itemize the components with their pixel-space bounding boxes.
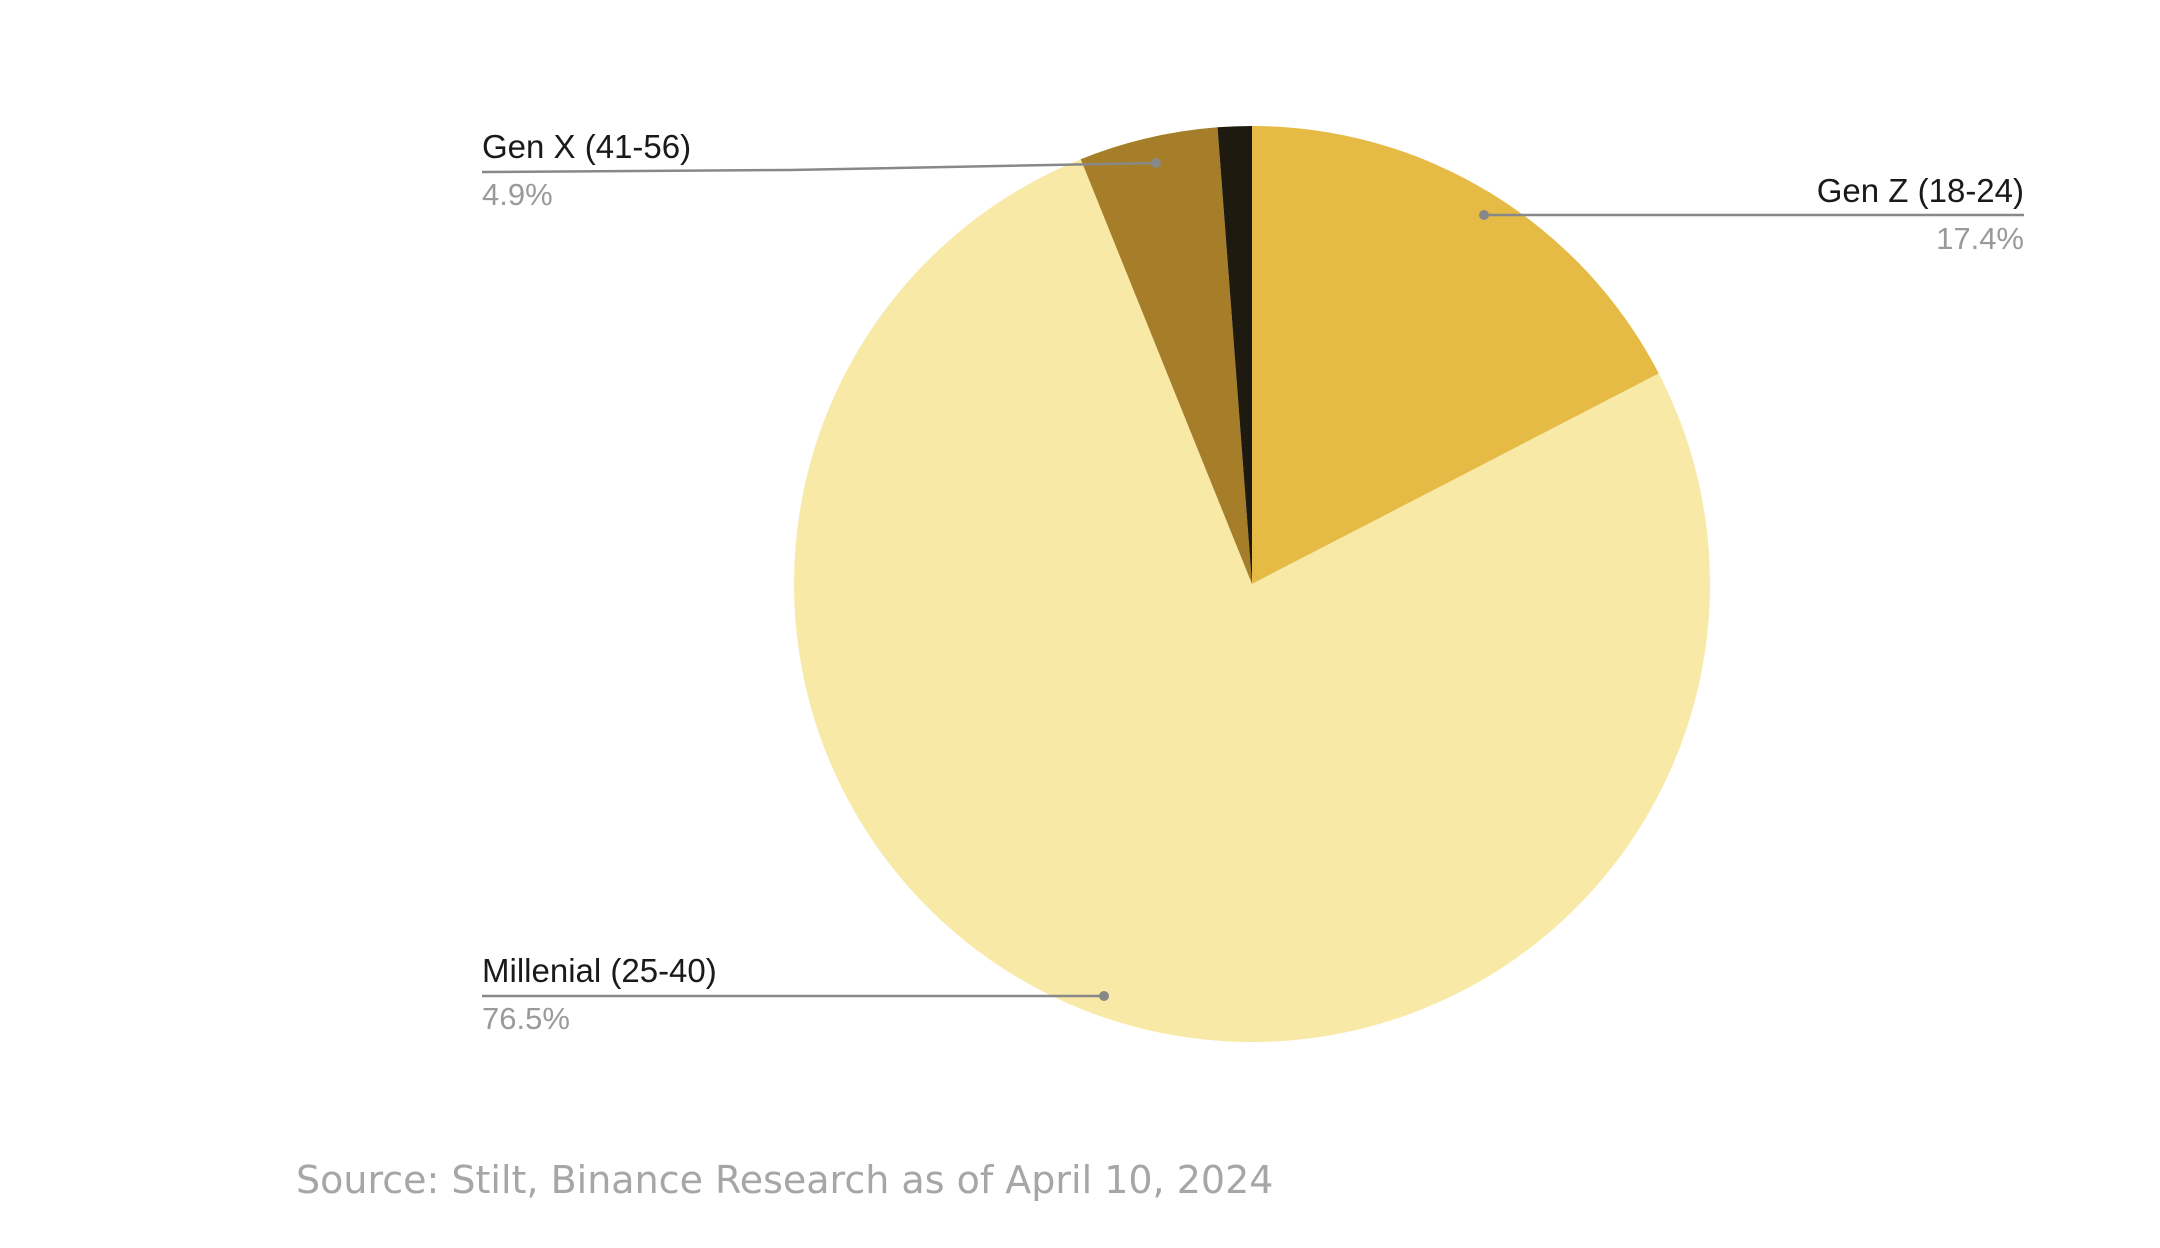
label-gen-z: Gen Z (18-24)	[1817, 172, 2024, 209]
pie-slice-gen-z	[1252, 126, 1659, 584]
source-note: Source: Stilt, Binance Research as of Ap…	[296, 1158, 1274, 1202]
pie-slice-other	[1217, 126, 1252, 584]
pie-slice-millenial	[794, 159, 1711, 1042]
label-gen-x: Gen X (41-56)	[482, 128, 691, 165]
pie-slice-gen-x	[1080, 127, 1252, 585]
leader-line-gen-x	[481, 161, 1157, 174]
leader-dot-gen-z	[1479, 210, 1489, 220]
leader-dot-gen-x	[1151, 158, 1161, 168]
pie-slices	[794, 126, 1711, 1042]
value-millenial: 76.5%	[482, 1001, 570, 1036]
value-gen-z: 17.4%	[1936, 221, 2024, 256]
label-millenial: Millenial (25-40)	[482, 952, 717, 989]
leader-lines	[481, 158, 2024, 1001]
leader-dot-millenial	[1099, 991, 1109, 1001]
value-gen-x: 4.9%	[482, 177, 553, 212]
